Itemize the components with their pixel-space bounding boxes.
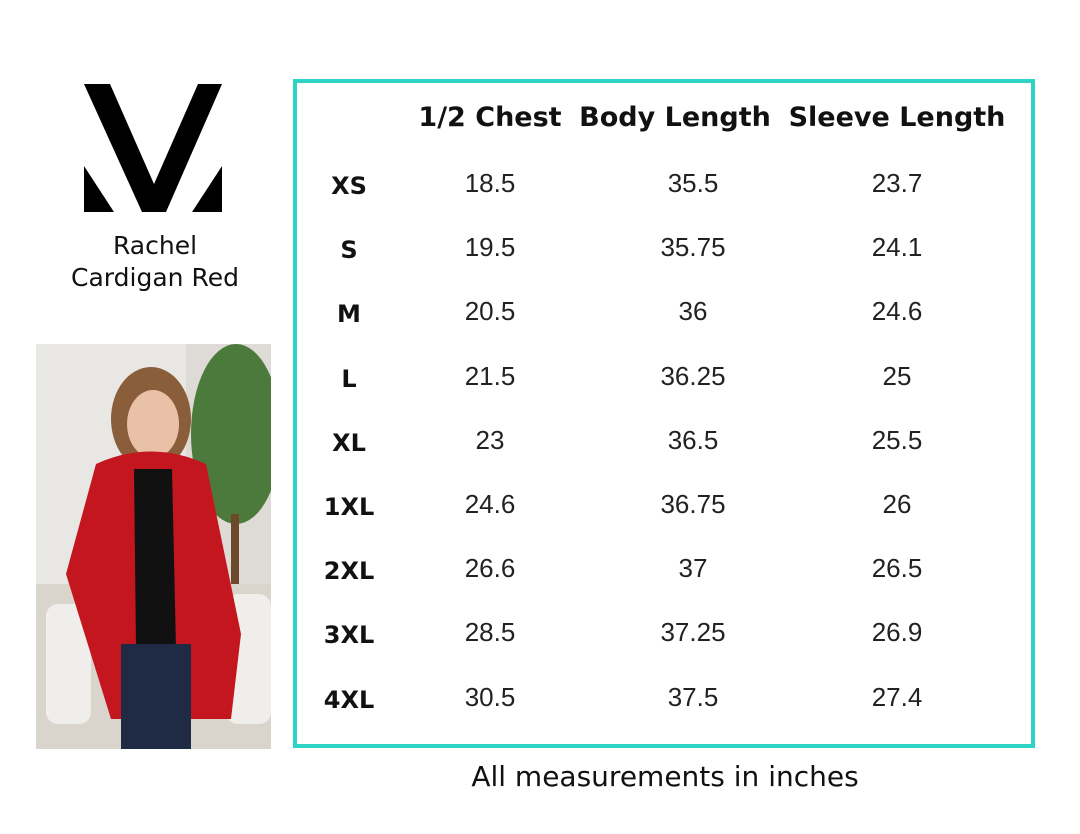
measurement: 36.75 (660, 489, 726, 519)
footer-note: All measurements in inches (471, 760, 859, 793)
size-label: S (340, 236, 358, 265)
product-photo (36, 344, 271, 749)
size-label: 3XL (323, 621, 375, 650)
measurement: 24.6 (871, 296, 923, 327)
measurement: 25.5 (871, 424, 923, 455)
measurement: 26.9 (871, 617, 923, 648)
size-table-frame (293, 79, 1035, 748)
size-label: 2XL (323, 557, 375, 586)
measurement: 18.5 (464, 168, 516, 198)
measurement: 28.5 (464, 617, 516, 648)
measurement: 26.5 (871, 553, 923, 584)
size-label: XS (331, 172, 367, 200)
product-name: Rachel Cardigan Red (71, 231, 239, 292)
measurement: 23.7 (871, 168, 923, 198)
measurement: 36.5 (667, 424, 719, 455)
column-header: 1/2 Chest (418, 102, 562, 133)
measurement: 30.5 (464, 681, 516, 712)
measurement: 26 (882, 489, 912, 519)
measurement: 19.5 (464, 232, 516, 263)
measurement: 24.1 (871, 232, 923, 263)
brand-logo (84, 84, 222, 212)
measurement: 37.5 (667, 681, 719, 712)
measurement: 24.6 (464, 489, 516, 519)
measurement: 20.5 (464, 296, 516, 327)
column-header: Sleeve Length (788, 102, 1006, 133)
measurement: 37 (678, 553, 708, 584)
measurement: 25 (882, 360, 912, 391)
measurement: 35.75 (660, 232, 726, 263)
measurement: 35.5 (667, 168, 719, 198)
measurement: 36.25 (660, 360, 726, 391)
size-label: M (337, 300, 361, 329)
measurement: 37.25 (660, 617, 726, 648)
measurement: 23 (475, 424, 505, 455)
measurement: 21.5 (464, 360, 516, 391)
measurement: 26.6 (464, 553, 516, 584)
size-label: L (341, 364, 357, 393)
column-header: Body Length (579, 102, 771, 133)
size-label: XL (332, 428, 366, 457)
size-label: 4XL (323, 685, 375, 714)
size-label: 1XL (323, 493, 375, 521)
measurement: 36 (678, 296, 708, 327)
measurement: 27.4 (871, 681, 923, 712)
